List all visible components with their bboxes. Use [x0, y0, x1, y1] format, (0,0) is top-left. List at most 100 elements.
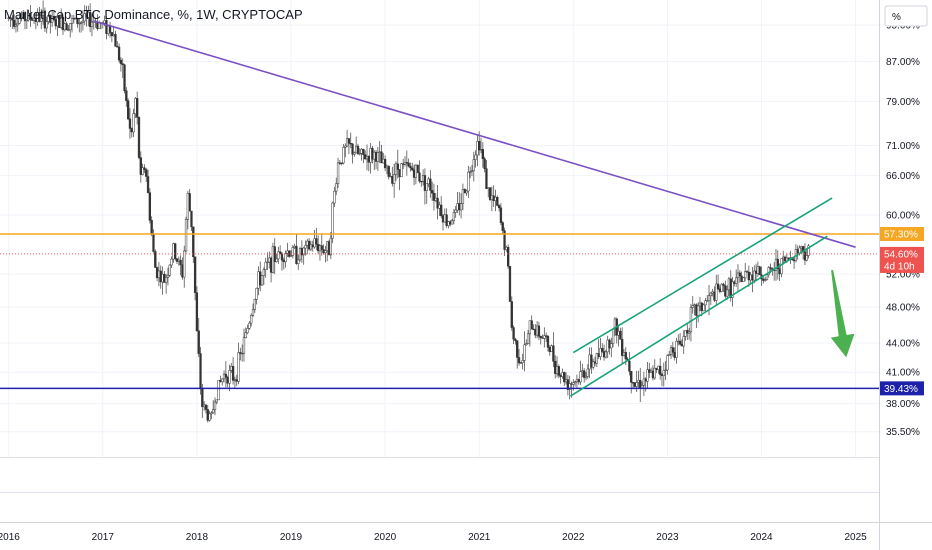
- candle-body: [561, 372, 564, 377]
- candle-body: [783, 256, 787, 262]
- candle-body: [653, 367, 656, 379]
- trendline-channel-upper[interactable]: [572, 197, 833, 354]
- candle-body: [264, 261, 267, 270]
- price-unit-box[interactable]: [884, 5, 928, 27]
- candle-body: [280, 253, 284, 261]
- candle-body: [530, 320, 533, 330]
- candle-body: [242, 337, 246, 354]
- candle-body: [197, 330, 200, 354]
- candle-body: [546, 335, 550, 348]
- candle-body: [733, 281, 736, 284]
- candle-body: [668, 354, 671, 356]
- candle-body: [116, 46, 119, 48]
- candle-body: [519, 362, 522, 364]
- candle-body: [731, 281, 734, 298]
- candle-body: [537, 325, 541, 337]
- candle-body: [459, 203, 463, 211]
- candle-body: [470, 170, 474, 172]
- x-tick-label: 2021: [468, 532, 491, 543]
- candle-body: [268, 257, 271, 263]
- trendline-channel-lower[interactable]: [570, 235, 828, 397]
- candle-body: [452, 212, 456, 221]
- candle-body: [278, 251, 282, 254]
- candle-body: [326, 241, 329, 251]
- candle-body: [593, 361, 597, 364]
- candle-body: [727, 278, 731, 291]
- candle-body: [497, 205, 501, 209]
- x-tick-label: 2023: [656, 532, 679, 543]
- candle-body: [604, 351, 608, 358]
- candle-body: [729, 278, 732, 298]
- candle-body: [311, 244, 314, 248]
- time-axis[interactable]: 2016 2017 2018 2019 2020 2021 2022 2023 2024 2025: [0, 532, 867, 543]
- candle-body: [213, 401, 217, 410]
- candle-body: [79, 22, 83, 24]
- candle-body: [351, 143, 354, 155]
- candle-body: [123, 64, 126, 91]
- candle-body: [367, 156, 370, 163]
- candle-body: [725, 289, 729, 297]
- candle-body: [535, 325, 539, 336]
- candle-body: [747, 271, 750, 281]
- candle-body: [88, 11, 92, 28]
- candle-body: [510, 301, 513, 328]
- candle-body: [304, 245, 307, 249]
- candle-body: [40, 15, 43, 22]
- candle-body: [14, 24, 18, 27]
- candle-body: [409, 165, 412, 169]
- candle-body: [617, 330, 620, 336]
- candle-body: [275, 258, 278, 263]
- candle-body: [782, 256, 785, 259]
- candle-body: [456, 203, 459, 211]
- candle-body: [716, 283, 720, 290]
- candle-body: [374, 151, 378, 162]
- candle-body: [508, 266, 512, 302]
- candle-body: [154, 251, 157, 268]
- candle-body: [132, 113, 135, 133]
- candle-body: [637, 380, 640, 383]
- candle-body: [119, 59, 123, 64]
- x-tick-label: 2025: [844, 532, 867, 543]
- candle-body: [539, 336, 542, 338]
- candle-body: [744, 271, 747, 279]
- candle-body: [671, 347, 674, 353]
- candle-body: [394, 163, 398, 175]
- candle-body: [722, 283, 725, 287]
- candle-body: [745, 271, 749, 273]
- x-tick-label: 2016: [0, 532, 20, 543]
- candle-body: [474, 154, 477, 160]
- candle-body: [649, 370, 653, 373]
- candle-body: [467, 171, 470, 192]
- candle-body: [76, 17, 79, 24]
- candle-body: [110, 32, 114, 36]
- candle-body: [255, 287, 258, 300]
- candle-body: [517, 357, 521, 364]
- candle-body: [575, 379, 579, 382]
- candle-body: [317, 244, 320, 252]
- candle-body: [52, 15, 56, 20]
- countdown-label: 4d 10h: [884, 261, 915, 272]
- candle-body: [184, 218, 188, 252]
- candle-body: [621, 339, 624, 356]
- candle-body: [347, 138, 351, 144]
- candle-body: [383, 158, 387, 169]
- candle-body: [181, 264, 184, 278]
- candle-body: [208, 413, 211, 421]
- candle-body: [407, 162, 410, 167]
- candle-body: [107, 25, 110, 34]
- candle-body: [432, 192, 436, 201]
- candle-body: [387, 165, 390, 177]
- y-tick-label: 44.00%: [886, 339, 920, 350]
- candle-body: [177, 259, 180, 262]
- candle-body: [195, 292, 199, 332]
- trendlines[interactable]: [93, 20, 856, 397]
- candle-body: [778, 268, 781, 275]
- candle-body: [552, 345, 555, 362]
- candle-body: [233, 379, 237, 381]
- candle-body: [186, 193, 190, 220]
- candle-body: [465, 190, 468, 194]
- trendline-descending-trendline[interactable]: [93, 20, 856, 248]
- candle-body: [554, 361, 557, 374]
- candle-body: [469, 171, 472, 173]
